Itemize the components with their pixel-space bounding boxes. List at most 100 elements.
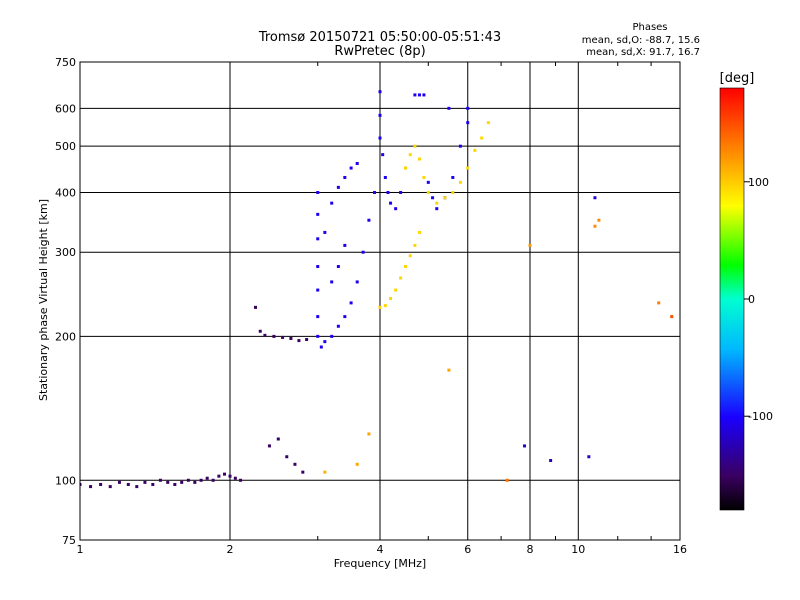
data-point [343, 243, 347, 247]
y-tick-label: 100 [55, 474, 76, 487]
data-point [267, 444, 271, 448]
data-point [466, 166, 470, 170]
data-point [361, 250, 365, 254]
data-point [193, 480, 197, 484]
data-point [486, 121, 490, 125]
colorbar-tick-label: 100 [748, 176, 769, 189]
data-point [408, 254, 412, 258]
data-point [383, 304, 387, 308]
data-point [199, 478, 203, 482]
data-point [367, 218, 371, 222]
data-point [466, 106, 470, 110]
x-tick-label: 1 [77, 543, 84, 556]
data-point [413, 243, 417, 247]
data-point [233, 476, 237, 480]
data-point [408, 153, 412, 157]
data-point [89, 485, 93, 489]
data-point [151, 482, 155, 486]
x-tick-label: 8 [527, 543, 534, 556]
data-point [378, 90, 382, 94]
data-point [316, 212, 320, 216]
data-point [451, 175, 455, 179]
data-point [258, 329, 262, 333]
data-point [523, 444, 527, 448]
data-point [383, 175, 387, 179]
data-point [587, 455, 591, 459]
data-point [355, 161, 359, 165]
chart-subtitle: RwPretec (8p) [334, 44, 425, 59]
data-point [367, 432, 371, 436]
y-tick-label: 600 [55, 102, 76, 115]
data-point [143, 480, 147, 484]
data-point [319, 345, 323, 349]
data-point [403, 166, 407, 170]
colorbar: [deg] 100 0 -100 [719, 71, 773, 511]
x-axis-ticks: 1 2 4 6 8 10 16 [77, 62, 687, 556]
data-point [316, 288, 320, 292]
data-point [349, 301, 353, 305]
plot-frame [79, 61, 681, 541]
data-point [305, 338, 309, 342]
colorbar-tick-label: -100 [748, 410, 773, 423]
phase-stats-heading: Phases [632, 22, 667, 33]
data-point [417, 93, 421, 97]
data-point [394, 288, 398, 292]
data-points [80, 90, 674, 489]
data-point [180, 480, 184, 484]
data-point [378, 113, 382, 117]
data-point [330, 334, 334, 338]
data-point [336, 265, 340, 269]
y-axis-label: Stationary phase Virtual Height [km] [37, 199, 50, 401]
data-point [399, 276, 403, 280]
data-point [657, 301, 661, 305]
colorbar-gradient [719, 87, 745, 511]
data-point [597, 218, 601, 222]
data-point [355, 462, 359, 466]
data-point [378, 136, 382, 140]
data-point [336, 185, 340, 189]
data-point [670, 315, 674, 319]
y-axis-ticks: 75 100 200 300 400 500 600 750 [55, 56, 76, 547]
data-point [451, 190, 455, 194]
data-point [458, 180, 462, 184]
data-point [205, 476, 209, 480]
phase-stats-legend: Phases mean, sd,O: -88.7, 15.6 mean, sd,… [582, 22, 700, 58]
data-point [413, 144, 417, 148]
data-point [443, 196, 447, 200]
data-point [549, 458, 553, 462]
data-point [349, 166, 353, 170]
data-point [399, 190, 403, 194]
data-point [272, 334, 276, 338]
data-point [126, 482, 130, 486]
data-point [108, 485, 112, 489]
data-point [403, 265, 407, 269]
data-point [417, 157, 421, 161]
data-point [223, 472, 227, 476]
data-point [211, 478, 215, 482]
data-point [281, 335, 285, 339]
data-point [239, 478, 243, 482]
data-point [373, 190, 377, 194]
data-point [316, 334, 320, 338]
data-point [80, 482, 82, 486]
plot-grid [80, 62, 680, 540]
colorbar-ticks: 100 0 -100 [744, 176, 773, 423]
data-point [117, 480, 121, 484]
data-point [99, 482, 103, 486]
data-point [330, 280, 334, 284]
y-tick-label: 200 [55, 330, 76, 343]
data-point [135, 485, 139, 489]
phase-stats-o: mean, sd,O: -88.7, 15.6 [582, 35, 700, 46]
data-point [473, 148, 477, 152]
data-point [528, 243, 532, 247]
y-tick-label: 300 [55, 246, 76, 259]
data-point [186, 478, 190, 482]
data-point [301, 470, 305, 474]
data-point [505, 478, 509, 482]
x-axis-label: Frequency [MHz] [334, 557, 426, 570]
data-point [593, 224, 597, 228]
data-point [447, 368, 451, 372]
data-point [426, 180, 430, 184]
data-point [228, 474, 232, 478]
